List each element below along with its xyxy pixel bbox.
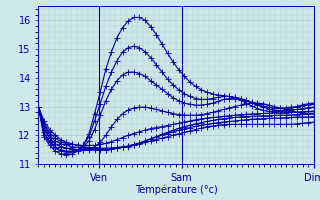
X-axis label: Température (°c): Température (°c) — [135, 184, 217, 195]
